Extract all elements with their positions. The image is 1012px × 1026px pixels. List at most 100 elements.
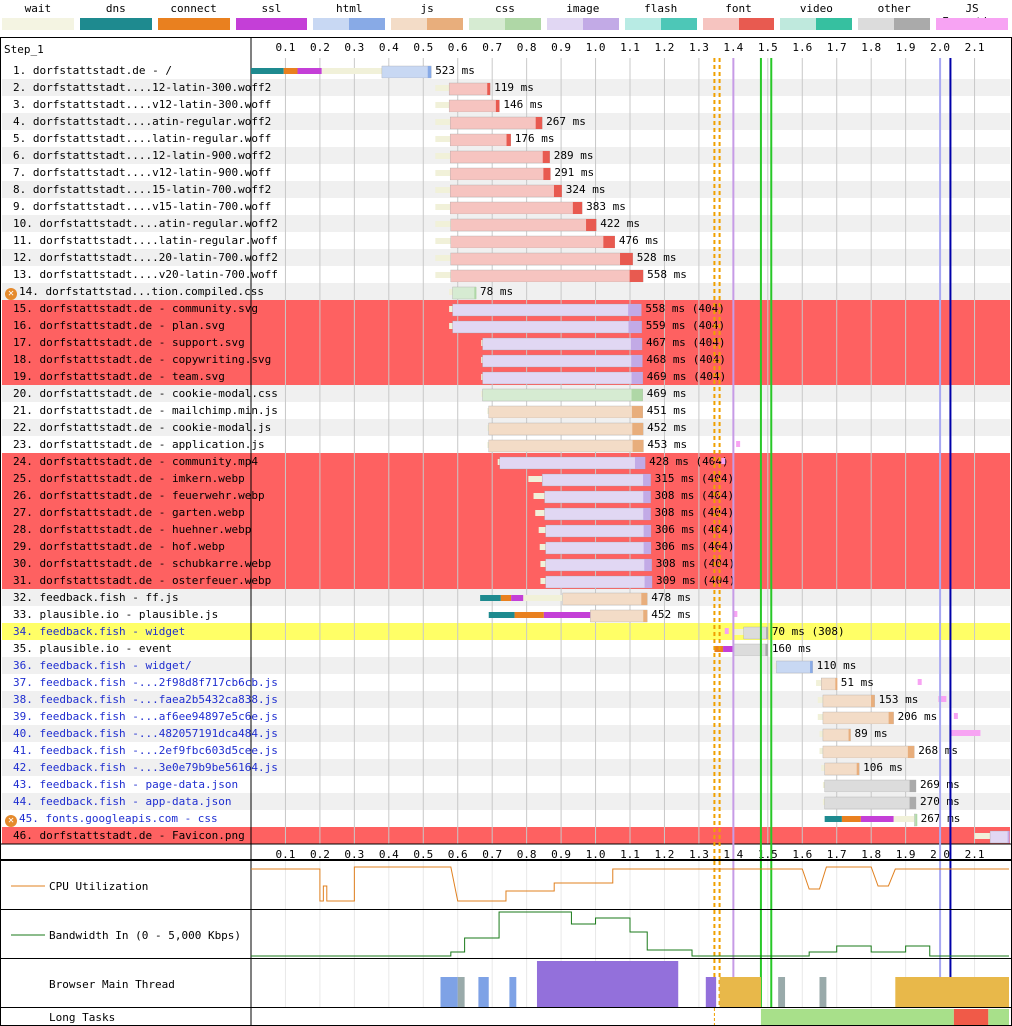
request-bar	[481, 354, 643, 368]
request-label[interactable]: 38. feedback.fish -...faea2b5432ca838.js	[5, 691, 278, 708]
request-label[interactable]: 16. dorfstattstadt.de - plan.svg	[5, 317, 225, 334]
request-label-text: 12. dorfstattstadt....20-latin-700.woff2	[13, 251, 278, 264]
request-label[interactable]: 13. dorfstattstadt....v20-latin-700.woff	[5, 266, 278, 283]
wait-segment	[435, 272, 451, 278]
download-segment	[634, 457, 646, 469]
tick-label-bottom: 0.7	[482, 848, 502, 859]
request-label[interactable]: 26. dorfstattstadt.de - feuerwehr.webp	[5, 487, 265, 504]
request-bar	[974, 830, 1010, 844]
duration-label: 559 ms (404)	[646, 319, 725, 332]
request-label[interactable]: 4. dorfstattstadt....atin-regular.woff2	[5, 113, 271, 130]
request-label[interactable]: 12. dorfstattstadt....20-latin-700.woff2	[5, 249, 278, 266]
request-label-text: 36. feedback.fish - widget/	[13, 659, 192, 672]
request-label[interactable]: 25. dorfstattstadt.de - imkern.webp	[5, 470, 245, 487]
request-label[interactable]: 17. dorfstattstadt.de - support.svg	[5, 334, 245, 351]
request-label[interactable]: ✕ 45. fonts.googleapis.com - css	[5, 810, 218, 827]
request-label[interactable]: 44. feedback.fish - app-data.json	[5, 793, 232, 810]
long-tasks-svg	[250, 1008, 1009, 1025]
request-label[interactable]: 18. dorfstattstadt.de - copywriting.svg	[5, 351, 271, 368]
request-label[interactable]: 7. dorfstattstadt....v12-latin-900.woff	[5, 164, 271, 181]
request-label[interactable]: 27. dorfstattstadt.de - garten.webp	[5, 504, 245, 521]
request-label[interactable]: 32. feedback.fish - ff.js	[5, 589, 179, 606]
row-bg	[2, 79, 1010, 96]
request-bar	[817, 711, 894, 725]
download-segment	[848, 729, 851, 741]
connect-segment	[514, 612, 544, 618]
request-label[interactable]: ✕ 14. dorfstattstad...tion.compiled.css	[5, 283, 264, 300]
request-label[interactable]: 24. dorfstattstadt.de - community.mp4	[5, 453, 258, 470]
ttfb-segment	[381, 65, 432, 79]
download-segment	[643, 542, 652, 554]
wait-segment	[822, 782, 825, 788]
request-label[interactable]: 39. feedback.fish -...af6ee94897e5c6e.js	[5, 708, 278, 725]
request-label[interactable]: 46. dorfstattstadt.de - Favicon.png	[5, 827, 245, 844]
download-segment	[856, 763, 860, 775]
tick-label-bottom: 1.7	[827, 848, 847, 859]
request-label[interactable]: 37. feedback.fish -...2f98d8f717cb6cb.js	[5, 674, 278, 691]
request-label[interactable]: 40. feedback.fish -...482057191dca484.js	[5, 725, 278, 742]
download-segment	[628, 321, 642, 333]
request-label[interactable]: 3. dorfstattstadt....v12-latin-300.woff	[5, 96, 271, 113]
row-bg	[2, 725, 1010, 742]
request-label[interactable]: 36. feedback.fish - widget/	[5, 657, 192, 674]
request-label[interactable]: 11. dorfstattstadt....latin-regular.woff	[5, 232, 278, 249]
request-label[interactable]: 30. dorfstattstadt.de - schubkarre.webp	[5, 555, 271, 572]
tick-label-bottom: 1.5	[758, 848, 778, 859]
request-label[interactable]: 29. dorfstattstadt.de - hof.webp	[5, 538, 225, 555]
request-label[interactable]: 35. plausible.io - event	[5, 640, 172, 657]
request-label[interactable]: 34. feedback.fish - widget	[5, 623, 185, 640]
download-segment	[631, 389, 643, 401]
request-label[interactable]: 41. feedback.fish -...2ef9fbc603d5cee.js	[5, 742, 278, 759]
request-label[interactable]: 1. dorfstattstadt.de - /	[5, 62, 172, 79]
request-label[interactable]: 42. feedback.fish -...3e0e79b9be56164.js	[5, 759, 278, 776]
ttfb-segment	[449, 201, 583, 215]
request-label-text: 13. dorfstattstadt....v20-latin-700.woff	[13, 268, 278, 281]
request-label[interactable]: 22. dorfstattstadt.de - cookie-modal.js	[5, 419, 271, 436]
ttfb-segment	[452, 286, 477, 300]
ssl-segment	[723, 646, 741, 652]
tick-label-bottom: 0.6	[448, 848, 468, 859]
row-bg	[2, 555, 1010, 572]
main-thread-activity	[478, 977, 489, 1007]
request-label[interactable]: 2. dorfstattstadt....12-latin-300.woff2	[5, 79, 271, 96]
wait-segment	[435, 238, 451, 244]
request-label[interactable]: 10. dorfstattstadt....atin-regular.woff2	[5, 215, 278, 232]
request-bar	[822, 796, 917, 810]
download-segment	[641, 593, 648, 605]
request-label[interactable]: 6. dorfstattstadt....12-latin-900.woff2	[5, 147, 271, 164]
request-label[interactable]: 8. dorfstattstadt....15-latin-700.woff2	[5, 181, 271, 198]
legend-item-flash: flash	[624, 0, 697, 34]
tick-label-top: 1.2	[655, 41, 675, 54]
request-label[interactable]: 31. dorfstattstadt.de - osterfeuer.webp	[5, 572, 271, 589]
legend-label: dns	[105, 2, 126, 15]
wait-segment	[816, 680, 822, 686]
request-label[interactable]: 23. dorfstattstadt.de - application.js	[5, 436, 265, 453]
request-label[interactable]: 20. dorfstattstadt.de - cookie-modal.css	[5, 385, 278, 402]
wait-segment	[533, 493, 545, 499]
tick-label-bottom: 1.9	[896, 848, 916, 859]
cpu-label: CPU Utilization	[49, 880, 149, 893]
request-bar	[819, 728, 851, 742]
request-label-text: 40. feedback.fish -...482057191dca484.js	[13, 727, 278, 740]
request-label[interactable]: 33. plausible.io - plausible.js	[5, 606, 218, 623]
tick-label-bottom: 0.1	[276, 848, 296, 859]
tick-label-top: 2.0	[930, 41, 950, 54]
request-bar	[481, 388, 643, 402]
request-label[interactable]: 5. dorfstattstadt....latin-regular.woff	[5, 130, 271, 147]
request-label[interactable]: 9. dorfstattstadt....v15-latin-700.woff	[5, 198, 271, 215]
download-segment	[644, 576, 653, 588]
request-label[interactable]: 21. dorfstattstadt.de - mailchimp.min.js	[5, 402, 278, 419]
request-label-text: 21. dorfstattstadt.de - mailchimp.min.js	[13, 404, 278, 417]
request-bar	[435, 235, 615, 249]
request-label[interactable]: 15. dorfstattstadt.de - community.svg	[5, 300, 258, 317]
duration-label: 468 ms (404)	[646, 353, 725, 366]
request-label[interactable]: 19. dorfstattstadt.de - team.svg	[5, 368, 225, 385]
duration-label: 324 ms	[566, 183, 606, 196]
ttfb-segment	[450, 252, 633, 266]
request-label[interactable]: 43. feedback.fish - page-data.json	[5, 776, 238, 793]
duration-label: 146 ms	[503, 98, 543, 111]
legend-swatch	[702, 18, 775, 30]
request-label[interactable]: 28. dorfstattstadt.de - huehner.webp	[5, 521, 251, 538]
download-segment	[603, 236, 615, 248]
ttfb-segment	[450, 218, 597, 232]
